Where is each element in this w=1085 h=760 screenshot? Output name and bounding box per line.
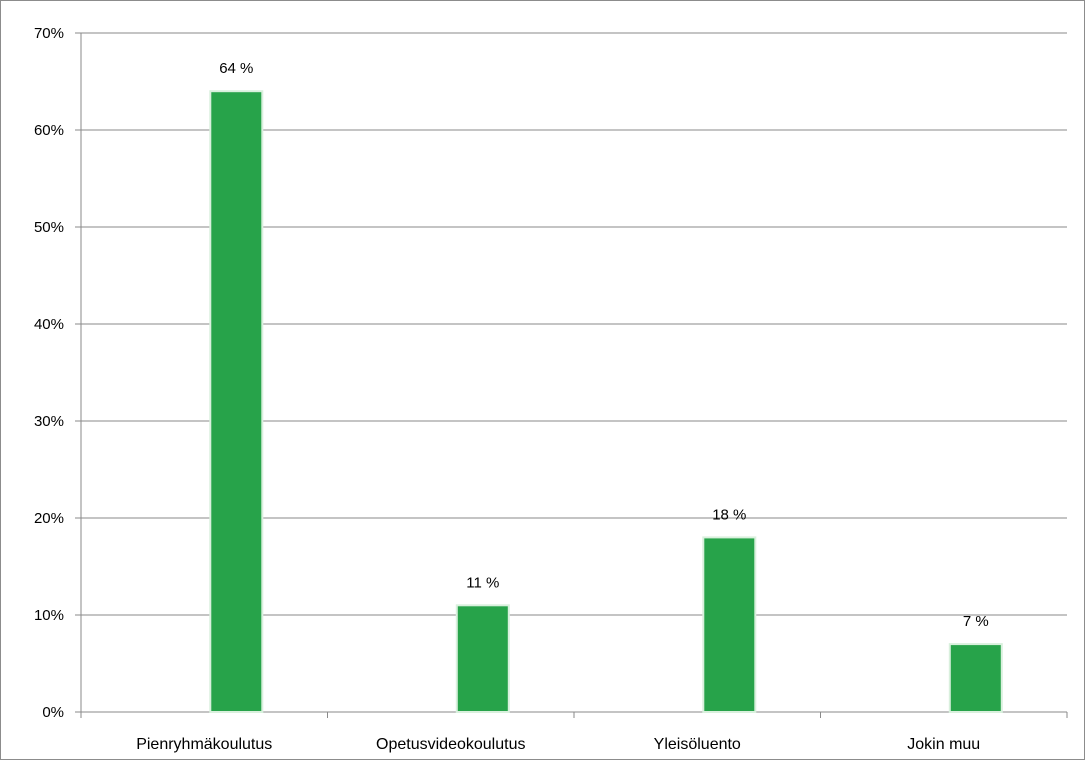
y-tick-label: 20% xyxy=(34,510,64,527)
y-tick-label: 50% xyxy=(34,219,64,236)
x-axis-category-labels: Pienryhmäkoulutus Opetusvideokoulutus Ylei… xyxy=(136,736,980,753)
bar xyxy=(948,643,1003,713)
bars xyxy=(209,90,1003,714)
bar xyxy=(455,604,510,713)
bar xyxy=(209,90,264,713)
data-labels: 64 % 11 % 18 % 7 % xyxy=(219,60,989,630)
x-category-label: Yleisöluento xyxy=(654,736,741,753)
data-label: 18 % xyxy=(712,506,746,523)
y-tick-label: 10% xyxy=(34,607,64,624)
y-tick-label: 40% xyxy=(34,316,64,333)
bar xyxy=(702,536,757,714)
y-tick-label: 60% xyxy=(34,122,64,139)
y-axis-tick-labels: 0% 10% 20% 30% 40% 50% 60% 70% xyxy=(34,25,64,721)
x-category-label: Jokin muu xyxy=(907,736,980,753)
y-tick-label: 70% xyxy=(34,25,64,42)
x-category-label: Opetusvideokoulutus xyxy=(376,736,525,753)
y-tick-label: 30% xyxy=(34,413,64,430)
data-label: 11 % xyxy=(466,574,499,591)
data-label: 7 % xyxy=(963,613,989,630)
y-tick-label: 0% xyxy=(42,704,64,721)
x-category-label: Pienryhmäkoulutus xyxy=(136,736,272,753)
data-label: 64 % xyxy=(219,60,253,77)
